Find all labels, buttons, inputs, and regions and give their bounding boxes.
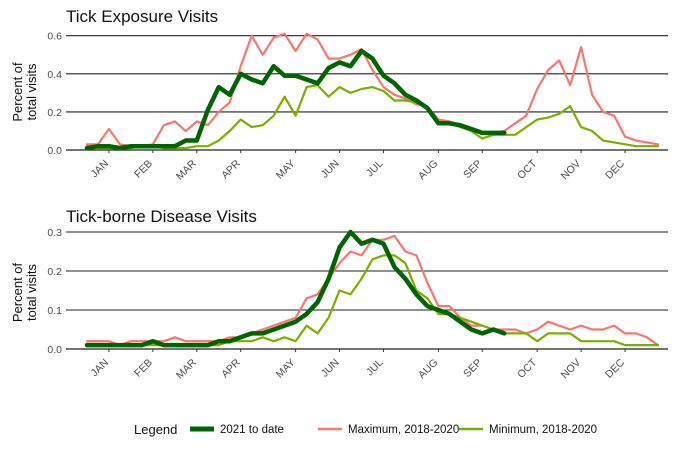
y-tick-label: 0.1 [47, 305, 62, 317]
x-tick-label: MAY [274, 158, 298, 182]
x-tick-label: SEP [461, 158, 484, 181]
x-tick-label: DEC [603, 157, 627, 181]
x-tick-label: JAN [89, 357, 112, 380]
legend-label-maximum: Maximum, 2018-2020 [348, 424, 459, 436]
y-tick-label: 0.0 [47, 145, 62, 157]
legend-label-2021: 2021 to date [220, 424, 284, 436]
x-tick-label: NOV [559, 357, 584, 382]
y-tick-label: 0.2 [47, 107, 62, 119]
y-tick-labels: 0.0 0.1 0.2 0.3 [47, 227, 62, 356]
y-axis-label: Percent oftotal visits [10, 262, 39, 322]
x-tick-label: OCT [515, 157, 540, 182]
legend-title: Legend [134, 422, 177, 437]
legend-label-minimum: Minimum, 2018-2020 [489, 424, 597, 436]
series-2021-line [84, 48, 507, 151]
series-minimum-line [85, 254, 660, 347]
x-tick-label: APR [219, 157, 243, 181]
x-tick-label: SEP [461, 357, 484, 380]
x-tick-label: OCT [515, 356, 540, 381]
y-tick-labels: 0.0 0.2 0.4 0.6 [47, 31, 62, 157]
x-tick-label: FEB [132, 158, 155, 181]
y-gridlines [66, 231, 668, 350]
series-maximum-line [85, 234, 660, 347]
x-tick-label: AUG [416, 357, 441, 382]
x-tick-label: APR [219, 356, 243, 380]
x-tick-label: FEB [132, 357, 155, 380]
x-tick-label: JUN [319, 357, 342, 380]
x-tick-label: MAR [174, 356, 199, 381]
chart-title: Tick-borne Disease Visits [66, 207, 257, 226]
x-tick-labels: JAN FEB MAR APR MAY JUN JUL AUG SEP OCT NOV DEC [89, 349, 627, 382]
x-tick-label: DEC [603, 356, 627, 380]
series-lines [84, 229, 660, 348]
x-tick-label: JAN [89, 158, 112, 181]
x-tick-label: AUG [416, 158, 441, 183]
y-gridlines [66, 35, 668, 151]
x-tick-label: JUL [364, 357, 386, 379]
legend: Legend 2021 to date Maximum, 2018-2020 M… [134, 422, 597, 437]
x-tick-label: JUL [364, 158, 386, 180]
x-tick-label: MAY [274, 357, 298, 381]
y-tick-label: 0.4 [47, 69, 62, 81]
x-tick-label: NOV [559, 158, 584, 183]
chart-title: Tick Exposure Visits [66, 7, 218, 26]
y-tick-label: 0.2 [47, 266, 62, 278]
y-tick-label: 0.6 [47, 31, 62, 43]
series-minimum-line [85, 84, 660, 150]
y-tick-label: 0.3 [47, 227, 62, 239]
series-lines [84, 32, 660, 151]
series-2021-line [84, 229, 507, 348]
x-tick-labels: JAN FEB MAR APR MAY JUN JUL AUG SEP OCT NOV DEC [89, 150, 627, 183]
series-maximum-line [85, 32, 660, 148]
y-axis-label: Percent oftotal visits [10, 62, 39, 122]
y-tick-label: 0.0 [47, 344, 62, 356]
x-tick-label: JUN [319, 158, 342, 181]
x-tick-label: MAR [174, 157, 199, 182]
tick-exposure-panel: Tick Exposure Visits 0.0 0.2 0.4 0.6 JAN FEB… [10, 7, 668, 183]
tick-borne-disease-panel: Tick-borne Disease Visits 0.0 0.1 0.2 0.3 J… [10, 207, 668, 382]
